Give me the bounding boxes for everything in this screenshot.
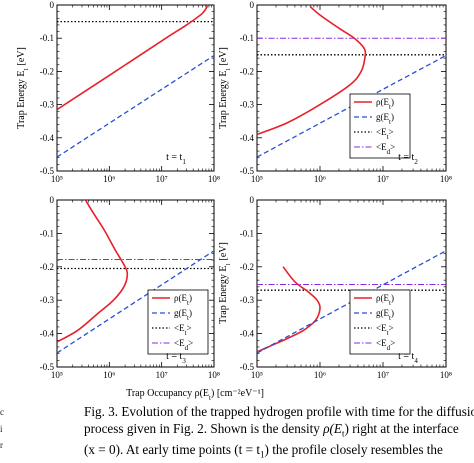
legend-label-rho: ρ(Et) bbox=[174, 293, 192, 307]
caption-line-1: Fig. 3. Evolution of the trapped hydroge… bbox=[84, 404, 474, 421]
caption-math-sub: t bbox=[341, 428, 345, 439]
series-rho-line bbox=[57, 200, 129, 343]
y-tick-label: -0.1 bbox=[240, 33, 254, 43]
series-rho-line bbox=[257, 6, 367, 136]
caption-text: ) the profile closely resembles the bbox=[264, 441, 443, 457]
x-tick-label: 10⁸ bbox=[208, 174, 220, 184]
plot-area bbox=[57, 5, 214, 158]
series-g-line bbox=[57, 54, 214, 158]
y-tick-label: -0.5 bbox=[240, 362, 255, 372]
side-fragment: r bbox=[0, 440, 3, 450]
y-tick-label: -0.1 bbox=[40, 33, 54, 43]
legend-label-rho: ρ(Et) bbox=[376, 293, 394, 307]
legend-label-g: g(Et) bbox=[376, 308, 394, 322]
y-tick-label: -0.1 bbox=[240, 228, 254, 238]
x-tick-label: 10⁵ bbox=[51, 370, 63, 380]
legend-label-g: g(Et) bbox=[376, 112, 394, 126]
y-tick-label: -0.2 bbox=[240, 262, 254, 272]
series-g-line bbox=[57, 250, 214, 354]
plot-frame bbox=[56, 199, 215, 368]
figure: Trap Energy Et[eV] Trap Energy Et[eV] Tr… bbox=[16, 0, 452, 402]
x-tick-label: 10⁸ bbox=[208, 370, 220, 380]
x-tick-label: 10⁷ bbox=[156, 370, 168, 380]
panel-top-left: 10⁵ 10⁶ 10⁷ 10⁸ 0 -0.1 -0.2 -0.3 -0.4 -0.5 t = t1 bbox=[40, 0, 220, 184]
caption-text: process given in Fig. 2. Shown is the de… bbox=[84, 420, 324, 436]
legend-label-et: <Et> bbox=[376, 323, 394, 337]
plot-area bbox=[57, 200, 214, 354]
y-tick-label: -0.5 bbox=[40, 166, 55, 176]
x-tick-label: 10⁵ bbox=[51, 174, 63, 184]
side-fragments: c i r bbox=[0, 404, 14, 454]
x-axis-label: Trap Occupancy ρ(Et) [cm⁻²eV⁻¹] bbox=[126, 388, 264, 402]
x-tick-label: 10⁷ bbox=[377, 370, 389, 380]
y-tick-label: 0 bbox=[250, 195, 255, 205]
time-label: t = t2 bbox=[398, 152, 418, 166]
y-tick-label: -0.3 bbox=[240, 295, 255, 305]
y-tick-label: 0 bbox=[250, 0, 255, 10]
legend-label-ed: <Ed> bbox=[174, 338, 193, 352]
x-tick-label: 10⁵ bbox=[251, 370, 263, 380]
series-rho-line bbox=[257, 266, 321, 353]
y-tick-label: -0.4 bbox=[40, 133, 55, 143]
y-tick-label: -0.3 bbox=[40, 295, 55, 305]
legend-label-g: g(Et) bbox=[174, 308, 192, 322]
plot-frame bbox=[256, 199, 447, 368]
y-tick-label: -0.4 bbox=[240, 329, 255, 339]
legend: ρ(Et)g(Et)<Et><Ed> bbox=[147, 289, 209, 355]
caption-line-3: (x = 0). At early time points (t = t1) t… bbox=[84, 442, 474, 463]
y-tick-label: -0.5 bbox=[40, 362, 55, 372]
plot-frame bbox=[256, 4, 447, 172]
x-tick-label: 10⁶ bbox=[103, 370, 115, 380]
y-tick-label: -0.2 bbox=[240, 66, 254, 76]
figure-caption: Fig. 3. Evolution of the trapped hydroge… bbox=[84, 404, 474, 463]
x-tick-label: 10⁶ bbox=[103, 174, 115, 184]
legend-label-ed: <Ed> bbox=[376, 142, 395, 156]
caption-text: (x = 0). At early time points (t = t bbox=[84, 441, 261, 457]
panel-bottom-right: 10⁵ 10⁶ 10⁷ 10⁸ 0 -0.1 -0.2 -0.3 -0.4 -0.5 ρ(Et)g(… bbox=[240, 195, 452, 380]
y-axis-label-right-bottom: Trap Energy Et[eV] bbox=[218, 242, 232, 324]
panel-top-right: 10⁵ 10⁶ 10⁷ 10⁸ 0 -0.1 -0.2 -0.3 -0.4 -0.5 ρ(Et)g(… bbox=[240, 0, 452, 184]
plot-frame bbox=[56, 4, 215, 172]
x-tick-label: 10⁷ bbox=[377, 174, 389, 184]
x-tick-label: 10⁶ bbox=[314, 370, 326, 380]
x-tick-label: 10⁸ bbox=[440, 174, 452, 184]
y-axis-label-right-top: Trap Energy Et[eV] bbox=[218, 47, 232, 129]
y-axis-label-top: Trap Energy Et[eV] bbox=[16, 47, 30, 129]
legend: ρ(Et)g(Et)<Et><Ed> bbox=[349, 93, 411, 159]
y-tick-label: 0 bbox=[50, 0, 55, 10]
side-fragment: i bbox=[0, 423, 3, 434]
caption-text: ) right at the interface bbox=[344, 420, 459, 436]
y-tick-label: -0.3 bbox=[240, 100, 255, 110]
legend: ρ(Et)g(Et)<Et><Ed> bbox=[349, 289, 411, 355]
time-label: t = t4 bbox=[398, 351, 418, 365]
caption-math: ρ(E bbox=[323, 420, 342, 436]
time-label: t = t1 bbox=[166, 152, 186, 166]
y-tick-label: -0.4 bbox=[240, 133, 255, 143]
series-rho-line bbox=[57, 5, 209, 111]
y-tick-label: -0.2 bbox=[40, 262, 54, 272]
legend-label-et: <Et> bbox=[174, 323, 192, 337]
legend-label-et: <Et> bbox=[376, 127, 394, 141]
panel-bottom-left: 10⁵ 10⁶ 10⁷ 10⁸ 0 -0.1 -0.2 -0.3 -0.4 -0.5 ρ(Et)g(… bbox=[40, 195, 220, 380]
y-tick-label: -0.2 bbox=[40, 66, 54, 76]
x-tick-label: 10⁷ bbox=[156, 174, 168, 184]
x-tick-label: 10⁵ bbox=[251, 174, 263, 184]
y-tick-label: -0.3 bbox=[40, 100, 55, 110]
legend-label-ed: <Ed> bbox=[376, 338, 395, 352]
x-tick-label: 10⁶ bbox=[314, 174, 326, 184]
y-tick-label: -0.5 bbox=[240, 166, 255, 176]
caption-line-2: process given in Fig. 2. Shown is the de… bbox=[84, 421, 474, 442]
y-tick-label: 0 bbox=[50, 195, 55, 205]
y-tick-label: -0.4 bbox=[40, 329, 55, 339]
x-tick-label: 10⁸ bbox=[440, 370, 452, 380]
caption-text: Fig. 3. Evolution of the trapped hydroge… bbox=[84, 404, 474, 419]
time-label: t = t3 bbox=[166, 351, 186, 365]
legend-label-rho: ρ(Et) bbox=[376, 97, 394, 111]
side-fragment: c bbox=[0, 407, 4, 417]
y-tick-label: -0.1 bbox=[40, 228, 54, 238]
